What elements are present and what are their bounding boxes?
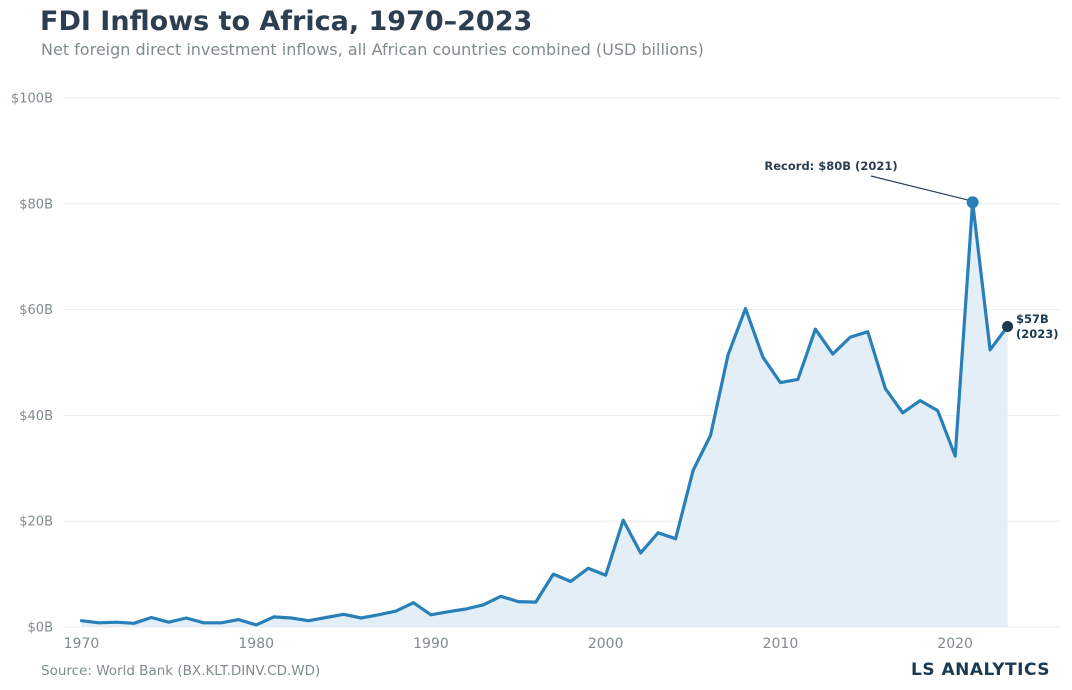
x-tick-label: 2010 [763,636,799,652]
chart-title: FDI Inflows to Africa, 1970–2023 [40,6,533,37]
record-point [966,196,979,209]
brand-logo: LS ANALYTICS [911,660,1050,680]
tick-layer: $0B $20B $40B $60B $80B $100B 1970 1980 1990 2000… [11,92,973,653]
record-annotation: Record: $80B (2021) [764,159,897,173]
record-leader-line [870,175,969,201]
y-tick-label: $80B [19,197,53,212]
y-tick-label: $100B [11,92,53,107]
annotation-layer: Record: $80B (2021) $57B(2023) [764,159,1058,341]
x-tick-label: 1970 [64,636,100,652]
y-tick-label: $0B [28,621,53,636]
chart-subtitle: Net foreign direct investment inflows, a… [41,40,704,59]
latest-annotation-year: (2023) [1016,327,1059,341]
latest-point [1002,321,1014,333]
x-tick-label: 2020 [937,636,973,652]
x-tick-label: 2000 [588,636,624,652]
x-tick-label: 1990 [413,636,449,652]
y-tick-label: $40B [19,409,53,424]
y-tick-label: $20B [19,515,53,530]
series-area-fill [81,202,1008,627]
area-layer [79,200,1010,627]
latest-annotation-value: $57B [1016,312,1049,326]
series-line [79,200,1010,627]
x-tick-label: 1980 [238,636,274,652]
source-note: Source: World Bank (BX.KLT.DINV.CD.WD) [41,663,321,679]
y-tick-label: $60B [19,303,53,318]
